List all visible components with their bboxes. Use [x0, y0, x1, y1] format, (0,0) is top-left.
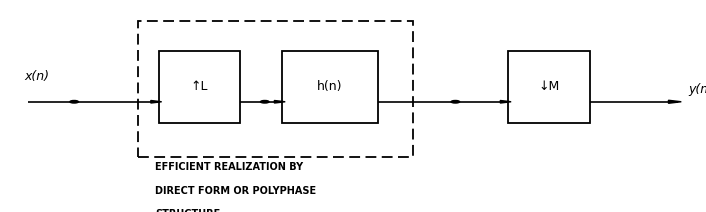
Polygon shape [669, 100, 681, 103]
Polygon shape [501, 100, 511, 103]
Text: EFFICIENT REALIZATION BY: EFFICIENT REALIZATION BY [155, 162, 304, 172]
Circle shape [451, 100, 460, 103]
Polygon shape [151, 100, 162, 103]
Text: ↓M: ↓M [538, 80, 560, 93]
Bar [282, 51, 378, 123]
Bar [138, 21, 413, 157]
Bar [508, 51, 590, 123]
Text: DIRECT FORM OR POLYPHASE: DIRECT FORM OR POLYPHASE [155, 186, 316, 195]
Polygon shape [275, 100, 285, 103]
Text: STRUCTURE: STRUCTURE [155, 209, 220, 212]
Bar [159, 51, 240, 123]
Text: ↑L: ↑L [191, 80, 208, 93]
Text: y(m): y(m) [688, 82, 706, 96]
Circle shape [261, 100, 269, 103]
Circle shape [70, 100, 78, 103]
Text: h(n): h(n) [317, 80, 343, 93]
Text: x(n): x(n) [25, 70, 49, 83]
